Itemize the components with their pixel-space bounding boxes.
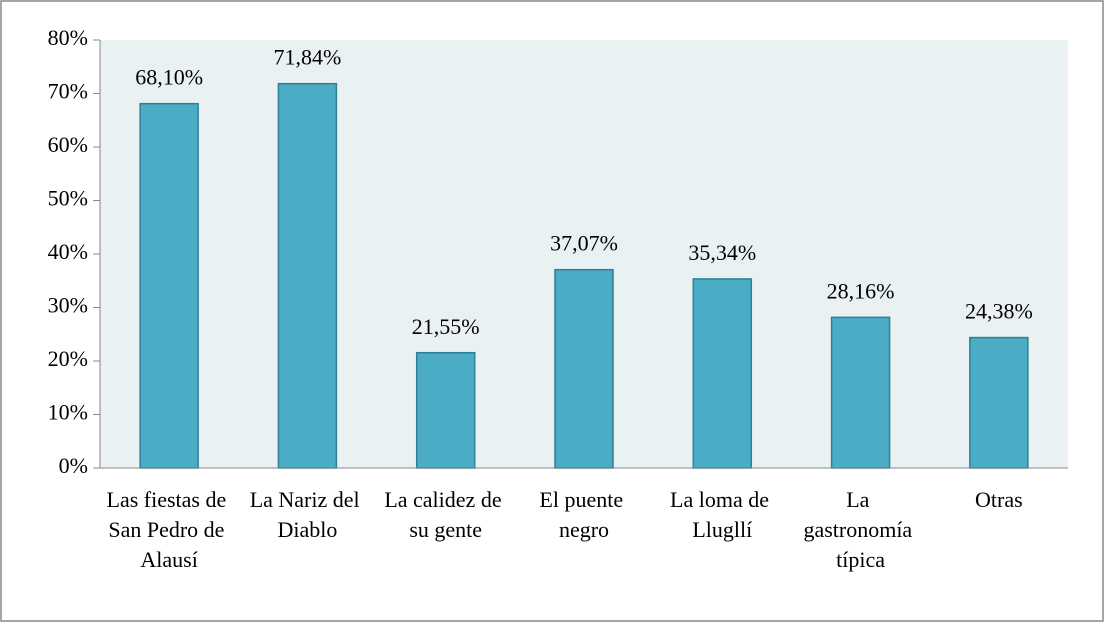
x-tick-label: El puente negro (539, 487, 628, 542)
y-tick-label: 40% (48, 239, 88, 264)
x-tick-label: La Nariz del Diablo (250, 487, 365, 542)
y-tick-label: 70% (48, 79, 88, 104)
y-tick-label: 30% (48, 293, 88, 318)
x-tick-label: Otras (975, 487, 1023, 512)
x-tick-label: La gastronomía típica (803, 487, 917, 572)
bar (277, 82, 338, 469)
value-label: 68,10% (135, 65, 203, 90)
value-label: 21,55% (412, 314, 480, 339)
bar (692, 278, 753, 469)
x-tick-label: Las fiestas de San Pedro de Alausí (107, 487, 232, 572)
value-label: 28,16% (827, 278, 895, 303)
bar (554, 268, 614, 469)
x-tick-label: La loma de Llugllí (670, 487, 774, 542)
bar (830, 316, 891, 469)
y-tick-label: 0% (59, 453, 88, 478)
x-tick-label: La calidez de su gente (384, 487, 507, 542)
y-tick-label: 50% (48, 186, 88, 211)
bar (139, 102, 199, 469)
y-tick-label: 60% (48, 132, 88, 157)
value-label: 35,34% (688, 240, 756, 265)
value-label: 37,07% (550, 231, 618, 256)
value-label: 24,38% (965, 299, 1033, 324)
y-tick-label: 20% (48, 346, 88, 371)
bar (415, 351, 476, 469)
y-tick-label: 80% (48, 25, 88, 50)
y-tick-label: 10% (48, 400, 88, 425)
bar (969, 336, 1029, 469)
value-label: 71,84% (274, 45, 342, 70)
